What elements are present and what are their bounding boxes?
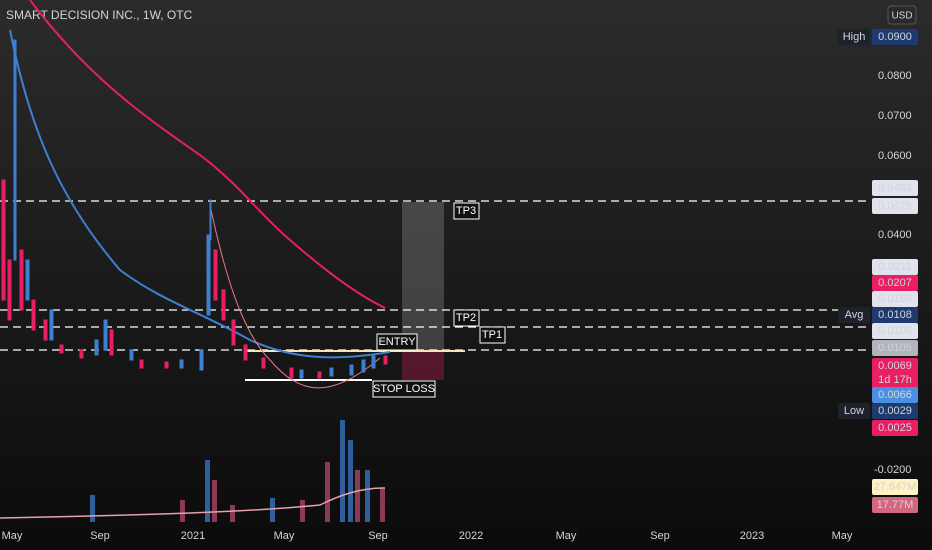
badge-label-bg bbox=[838, 29, 870, 45]
badge-value: 0.0475 bbox=[878, 200, 912, 212]
time-label: 2022 bbox=[459, 530, 483, 542]
countdown: 1d 17h bbox=[878, 374, 912, 386]
badge-value: 0.0211 bbox=[879, 261, 912, 273]
badge-bg bbox=[872, 403, 918, 419]
badge-value: 17.77M bbox=[877, 499, 914, 511]
badge-label: Low bbox=[844, 405, 864, 417]
time-label: May bbox=[2, 530, 23, 542]
volume bbox=[0, 420, 386, 522]
badge-label-bg bbox=[838, 403, 870, 419]
annotations: TP3 TP2 TP1 ENTRY STOP LOSS bbox=[372, 202, 506, 398]
annotation: STOP LOSS bbox=[373, 383, 435, 395]
time-label: Sep bbox=[368, 530, 388, 542]
price-axis: 0.0800 0.0700 0.0600 0.0400 -0.0200 bbox=[874, 70, 912, 476]
annotation: TP1 bbox=[482, 329, 502, 341]
badge-value: 0.0105 bbox=[878, 342, 912, 354]
badge-bg bbox=[872, 420, 918, 436]
badge-value: 0.0069 bbox=[878, 360, 912, 372]
badge-value: 0.0483 bbox=[878, 182, 912, 194]
badge-value: 0.0066 bbox=[878, 389, 912, 401]
time-label: May bbox=[274, 530, 295, 542]
badge-bg bbox=[872, 358, 918, 374]
time-label: 2023 bbox=[740, 530, 764, 542]
badge-value: 0.0029 bbox=[878, 405, 912, 417]
time-label: Sep bbox=[90, 530, 110, 542]
price-label: 0.0600 bbox=[878, 150, 912, 162]
badge-bg bbox=[872, 291, 918, 307]
ema-fast bbox=[9, 29, 391, 359]
badge-bg bbox=[872, 340, 918, 356]
price-label: 0.0800 bbox=[878, 70, 912, 82]
badge-label: Avg bbox=[845, 309, 864, 321]
badge-bg bbox=[872, 323, 918, 339]
currency[interactable]: USD bbox=[891, 11, 912, 22]
symbol-title: SMART DECISION INC., 1W, OTC bbox=[6, 8, 193, 22]
currency-box bbox=[887, 5, 917, 25]
target-zone bbox=[402, 202, 444, 350]
ema-slow bbox=[29, 0, 386, 309]
badge-bg bbox=[872, 307, 918, 323]
price-badges: 0.0900 High 0.0483 0.0475 0.0211 0.0207 0.0166… bbox=[838, 29, 918, 513]
badge-value: 0.0025 bbox=[878, 422, 912, 434]
candles bbox=[1, 39, 388, 379]
annotation: ENTRY bbox=[378, 336, 416, 348]
time-axis: May Sep 2021 May Sep 2022 May Sep 2023 M… bbox=[2, 530, 853, 542]
countdown-bg bbox=[872, 373, 918, 388]
badge-bg bbox=[872, 29, 918, 45]
time-label: May bbox=[556, 530, 577, 542]
price-label: 0.0400 bbox=[878, 229, 912, 241]
badge-bg bbox=[872, 180, 918, 196]
badge-label-bg bbox=[838, 307, 870, 323]
time-label: 2021 bbox=[181, 530, 205, 542]
badge-bg bbox=[872, 497, 918, 513]
badge-value: 0.0108 bbox=[878, 309, 912, 321]
stop-zone bbox=[402, 350, 444, 380]
arc bbox=[209, 204, 381, 389]
badge-bg bbox=[872, 387, 918, 403]
price-label: 0.0700 bbox=[878, 110, 912, 122]
badge-value: 0.0106 bbox=[878, 325, 912, 337]
badge-label: High bbox=[843, 31, 866, 43]
badge-value: 0.0900 bbox=[878, 31, 912, 43]
badge-bg bbox=[872, 198, 918, 214]
price-label: -0.0200 bbox=[874, 464, 911, 476]
annotation: TP3 bbox=[456, 205, 476, 217]
badge-value: 0.0166 bbox=[878, 293, 912, 305]
badge-value: 27.647M bbox=[874, 481, 917, 493]
time-label: Sep bbox=[650, 530, 670, 542]
badge-bg bbox=[872, 275, 918, 291]
time-label: May bbox=[832, 530, 853, 542]
annotation: TP2 bbox=[456, 312, 476, 324]
badge-bg bbox=[872, 259, 918, 275]
badge-value: 0.0207 bbox=[878, 277, 912, 289]
badge-bg bbox=[872, 479, 918, 495]
